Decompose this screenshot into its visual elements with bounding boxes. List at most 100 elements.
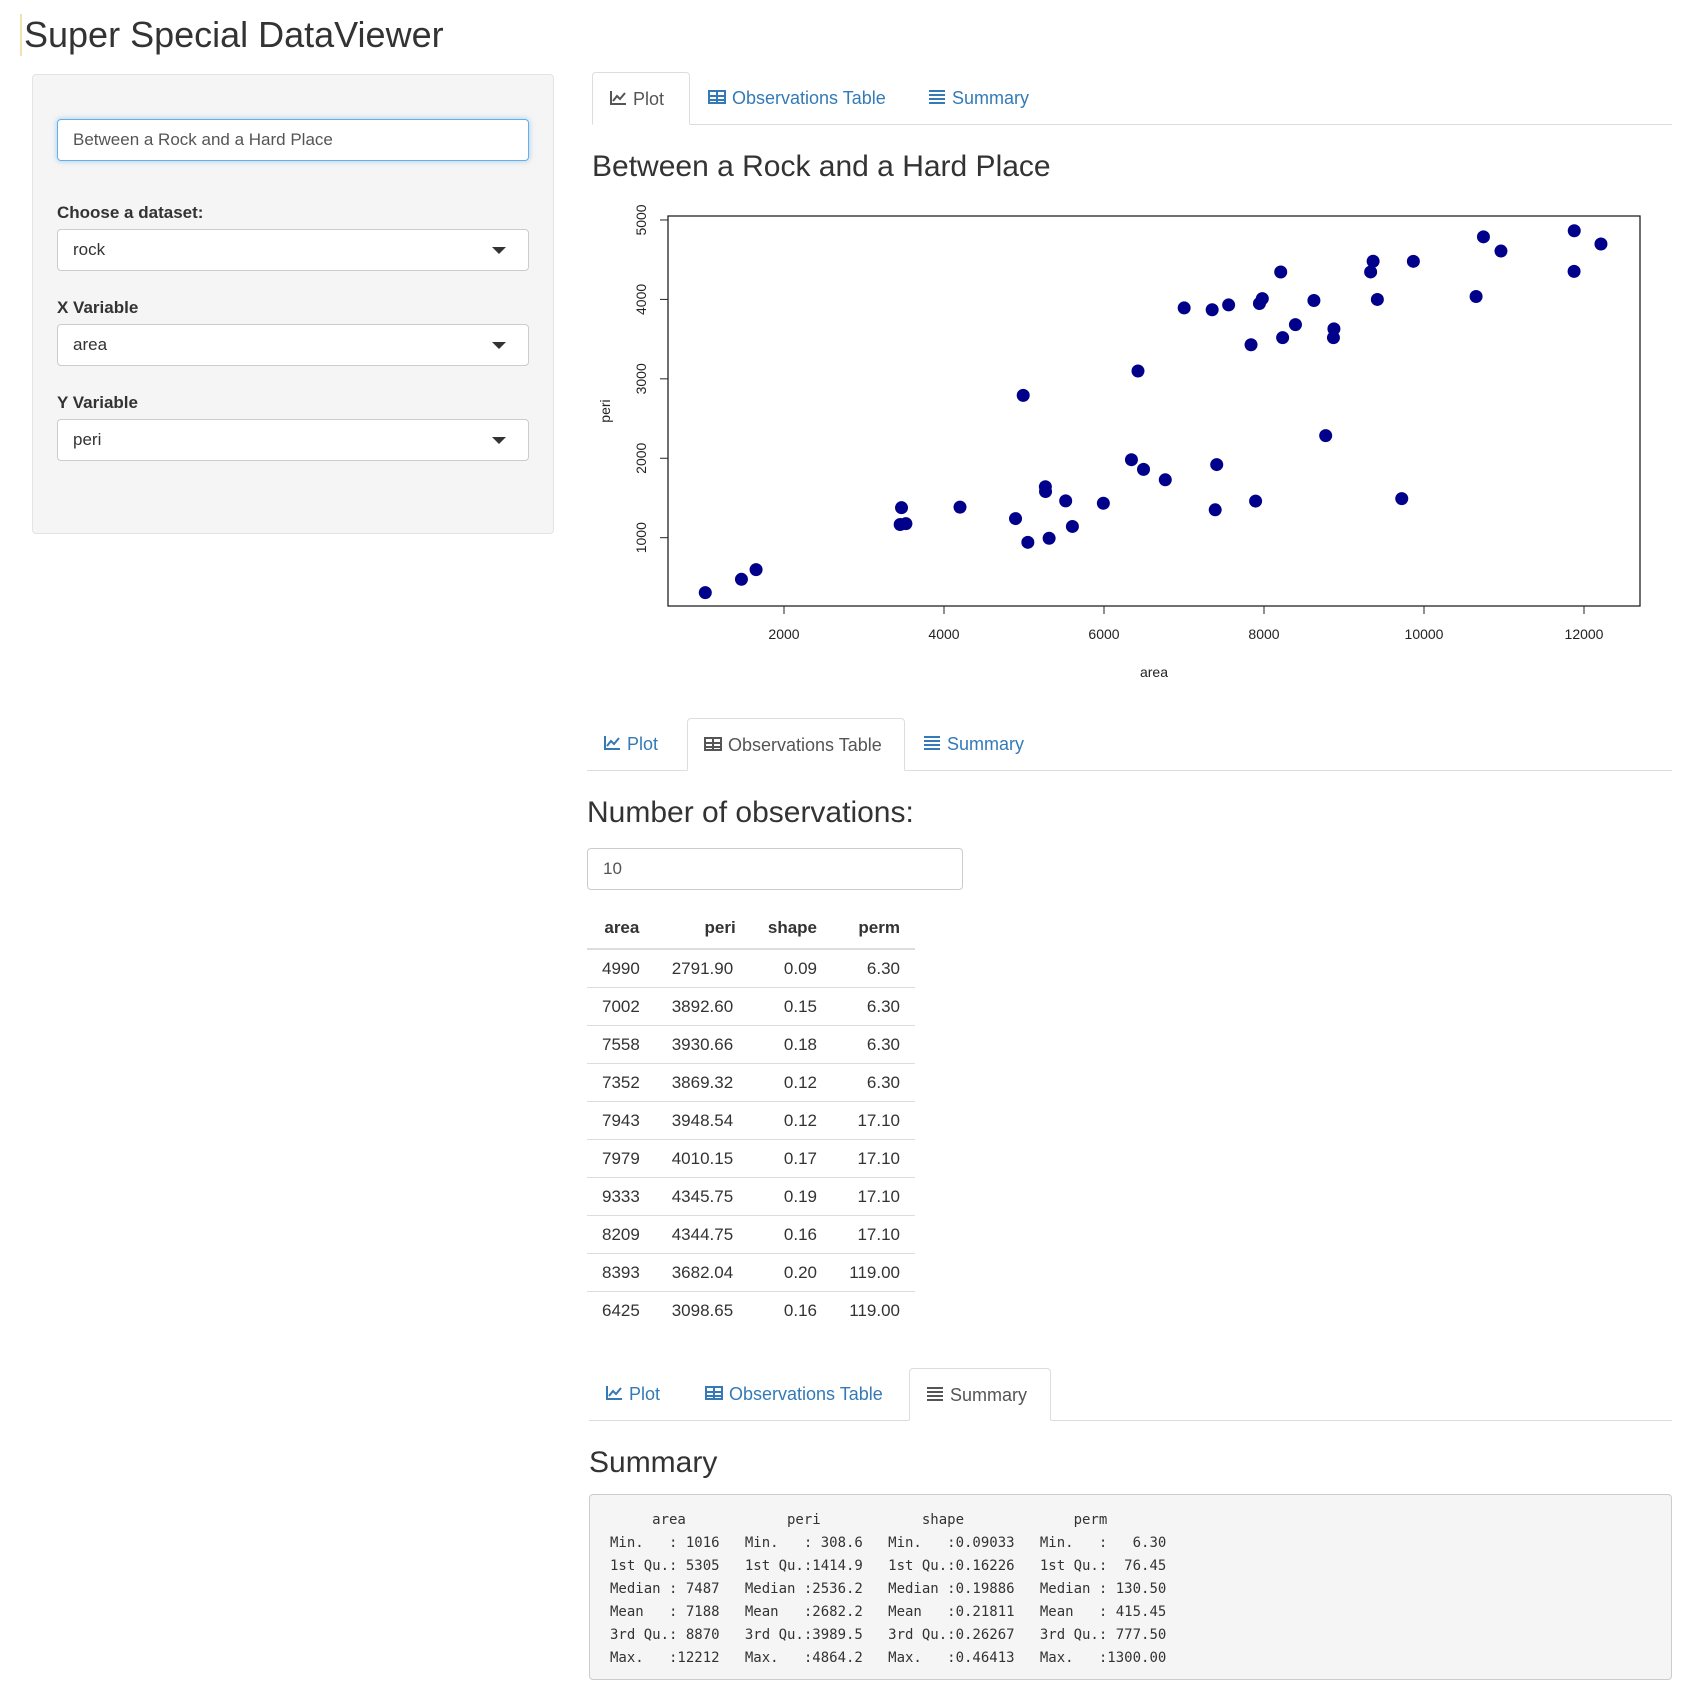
- x-tick-label: 12000: [1565, 626, 1604, 642]
- data-point: [1274, 265, 1288, 279]
- tab-plot[interactable]: Plot: [589, 1368, 676, 1420]
- data-point: [1137, 462, 1151, 476]
- table-row: 7002 3892.60 0.15 6.30: [587, 987, 915, 1026]
- table-cell: 4345.75: [656, 1177, 751, 1216]
- table-cell: 7558: [587, 1025, 657, 1064]
- tab-plot[interactable]: Plot: [587, 718, 674, 770]
- column-header: peri: [656, 908, 751, 950]
- y-tick-label: 2000: [633, 442, 649, 473]
- tab-observations[interactable]: Observations Table: [692, 72, 902, 124]
- table-cell: 17.10: [832, 1215, 915, 1254]
- table-cell: 0.17: [750, 1139, 833, 1178]
- table-cell: 0.12: [750, 1063, 833, 1102]
- y-axis-label: peri: [597, 399, 613, 422]
- data-point: [1208, 503, 1222, 517]
- tab-observations[interactable]: Observations Table: [687, 718, 905, 771]
- y-tick-label: 1000: [633, 522, 649, 553]
- data-point: [1158, 473, 1172, 487]
- y-variable-select-value: peri: [73, 430, 102, 449]
- table-icon: [704, 737, 722, 752]
- tab-summary[interactable]: Summary: [907, 718, 1040, 770]
- data-point: [734, 572, 748, 586]
- y-variable-label: Y Variable: [57, 393, 138, 412]
- table-cell: 6.30: [832, 1063, 915, 1102]
- data-point: [1255, 292, 1269, 306]
- tabset-observations: Plot Observations Table Summary: [587, 718, 1672, 771]
- data-point: [1288, 318, 1302, 332]
- table-cell: 119.00: [832, 1253, 915, 1292]
- table-row: 7979 4010.15 0.17 17.10: [587, 1139, 915, 1178]
- y-variable-select[interactable]: peri: [57, 419, 529, 461]
- data-point: [749, 563, 763, 577]
- tabset-plot: Plot Observations Table Summary: [592, 72, 1672, 125]
- data-point: [1009, 512, 1023, 526]
- data-point: [1327, 322, 1341, 336]
- column-header: shape: [750, 908, 833, 950]
- table-cell: 8209: [587, 1215, 657, 1254]
- tab-observations-label: Observations Table: [732, 88, 886, 108]
- observations-heading: Number of observations:: [587, 796, 914, 829]
- summary-line: Mean : 7188 Mean :2682.2 Mean :0.21811 M…: [610, 1604, 1184, 1620]
- table-cell: 7943: [587, 1101, 657, 1140]
- table-cell: 8393: [587, 1253, 657, 1292]
- data-point: [698, 586, 712, 600]
- y-tick-label: 5000: [633, 204, 649, 235]
- x-variable-select-value: area: [73, 335, 108, 354]
- tab-observations-label: Observations Table: [728, 735, 882, 755]
- list-icon: [929, 90, 945, 105]
- tab-observations-label: Observations Table: [729, 1384, 883, 1404]
- sidebar-panel: Choose a dataset: rock X Variable area Y…: [32, 74, 554, 534]
- data-point: [1065, 519, 1079, 533]
- table-cell: 6.30: [832, 1025, 915, 1064]
- data-point: [1469, 289, 1483, 303]
- table-header-row: area peri shape perm: [587, 908, 915, 950]
- tab-summary[interactable]: Summary: [909, 1368, 1051, 1421]
- summary-line: 1st Qu.: 5305 1st Qu.:1414.9 1st Qu.:0.1…: [610, 1558, 1184, 1574]
- tab-plot-label: Plot: [629, 1384, 661, 1404]
- summary-line: Max. :12212 Max. :4864.2 Max. :0.46413 M…: [610, 1650, 1184, 1666]
- tab-summary-label: Summary: [952, 88, 1030, 108]
- dataset-label: Choose a dataset:: [57, 203, 204, 222]
- table-cell: 9333: [587, 1177, 657, 1216]
- tab-summary-label: Summary: [947, 734, 1025, 754]
- data-point: [893, 518, 907, 532]
- table-cell: 0.12: [750, 1101, 833, 1140]
- data-point: [1021, 535, 1035, 549]
- x-tick-label: 4000: [928, 626, 959, 642]
- tab-observations[interactable]: Observations Table: [689, 1368, 899, 1420]
- data-point: [1494, 244, 1508, 258]
- line-chart-icon: [604, 736, 620, 751]
- table-cell: 4344.75: [656, 1215, 751, 1254]
- dataset-select[interactable]: rock: [57, 229, 529, 271]
- tab-summary[interactable]: Summary: [912, 72, 1045, 124]
- table-cell: 0.18: [750, 1025, 833, 1064]
- table-cell: 0.16: [750, 1291, 833, 1329]
- line-chart-icon: [610, 91, 626, 106]
- table-row: 4990 2791.90 0.09 6.30: [587, 948, 915, 988]
- table-cell: 0.09: [750, 948, 833, 988]
- table-cell: 3930.66: [656, 1025, 751, 1064]
- table-cell: 6.30: [832, 948, 915, 988]
- table-cell: 3892.60: [656, 987, 751, 1026]
- summary-line: area peri shape perm: [610, 1512, 1175, 1528]
- tab-summary-label: Summary: [950, 1385, 1028, 1405]
- x-axis-label: area: [1140, 664, 1168, 680]
- summary-output: area peri shape perm Min. : 1016 Min. : …: [589, 1494, 1672, 1680]
- y-tick-label: 4000: [633, 284, 649, 315]
- plot-title-input[interactable]: [57, 119, 529, 161]
- observations-count-input[interactable]: [587, 848, 963, 890]
- table-cell: 0.16: [750, 1215, 833, 1254]
- data-point: [1038, 480, 1052, 494]
- plot-heading: Between a Rock and a Hard Place: [592, 150, 1051, 183]
- data-point: [895, 501, 909, 515]
- tab-plot[interactable]: Plot: [592, 72, 690, 125]
- data-point: [1567, 264, 1581, 278]
- x-variable-select[interactable]: area: [57, 324, 529, 366]
- table-cell: 0.15: [750, 987, 833, 1026]
- data-point: [1222, 298, 1236, 312]
- data-point: [1210, 458, 1224, 472]
- table-cell: 17.10: [832, 1139, 915, 1178]
- scatter-plot: 2000 4000 6000 8000 10000 12000 1000 2000 3000 4…: [597, 204, 1641, 680]
- table-cell: 3948.54: [656, 1101, 751, 1140]
- list-icon: [924, 736, 940, 751]
